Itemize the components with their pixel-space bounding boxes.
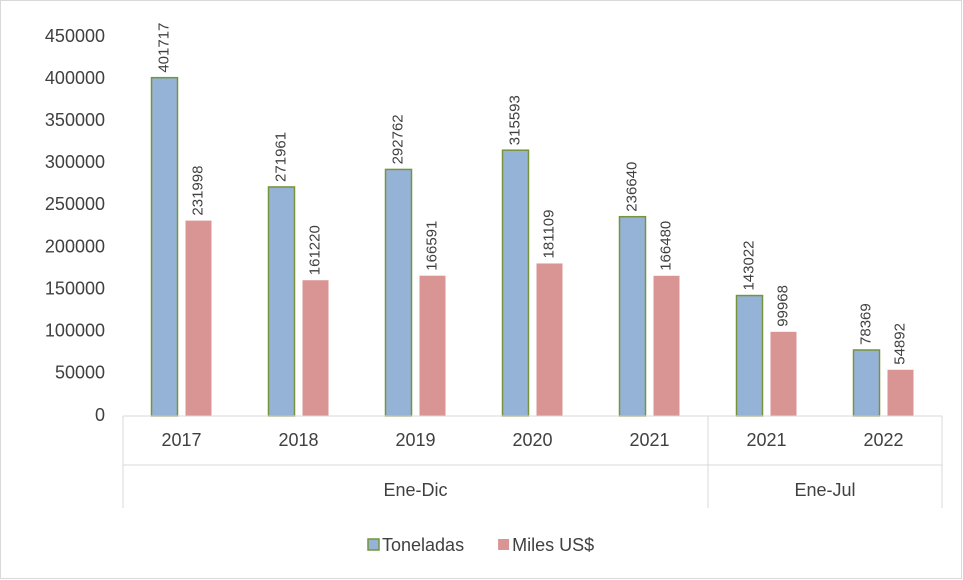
y-tick-label: 100000 (45, 321, 105, 341)
data-label: 78369 (857, 303, 874, 345)
y-tick-label: 150000 (45, 278, 105, 298)
bar (735, 294, 764, 417)
data-label: 401717 (155, 23, 172, 73)
bar (536, 263, 563, 416)
x-tick-label: 2022 (863, 430, 903, 450)
bar (302, 280, 329, 416)
data-label: 166591 (423, 221, 440, 271)
legend-label: Miles US$ (512, 535, 594, 555)
x-tick-label: 2021 (629, 430, 669, 450)
y-tick-label: 300000 (45, 152, 105, 172)
x-tick-label: 2019 (395, 430, 435, 450)
data-label: 143022 (740, 240, 757, 290)
y-tick-label: 400000 (45, 68, 105, 88)
group-label: Ene-Jul (794, 480, 855, 500)
y-tick-label: 250000 (45, 194, 105, 214)
x-tick-label: 2018 (278, 430, 318, 450)
y-tick-label: 50000 (55, 363, 105, 383)
y-tick-label: 0 (95, 405, 105, 425)
bar (267, 186, 296, 417)
data-label: 315593 (506, 95, 523, 145)
legend-swatch (367, 538, 380, 551)
data-label: 236640 (623, 162, 640, 212)
bar (150, 76, 179, 417)
bar (653, 275, 680, 416)
data-label: 271961 (272, 132, 289, 182)
bar (852, 349, 881, 417)
bar (501, 149, 530, 417)
y-tick-label: 200000 (45, 236, 105, 256)
y-tick-label: 450000 (45, 26, 105, 46)
legend-swatch (498, 539, 510, 550)
group-label: Ene-Dic (383, 480, 447, 500)
x-tick-label: 2020 (512, 430, 552, 450)
bar (887, 369, 914, 416)
legend-label: Toneladas (382, 535, 464, 555)
bar (770, 331, 797, 416)
data-label: 166480 (657, 221, 674, 271)
bar (618, 215, 647, 417)
data-label: 292762 (389, 114, 406, 164)
x-tick-label: 2021 (746, 430, 786, 450)
data-label: 181109 (540, 210, 557, 259)
data-label: 99968 (774, 285, 791, 327)
y-tick-label: 350000 (45, 110, 105, 130)
data-label: 161220 (306, 225, 323, 275)
bar (185, 220, 212, 416)
bar (419, 275, 446, 416)
data-label: 54892 (891, 323, 908, 365)
data-label: 231998 (189, 166, 206, 216)
x-tick-label: 2017 (161, 430, 201, 450)
bar (384, 168, 413, 417)
